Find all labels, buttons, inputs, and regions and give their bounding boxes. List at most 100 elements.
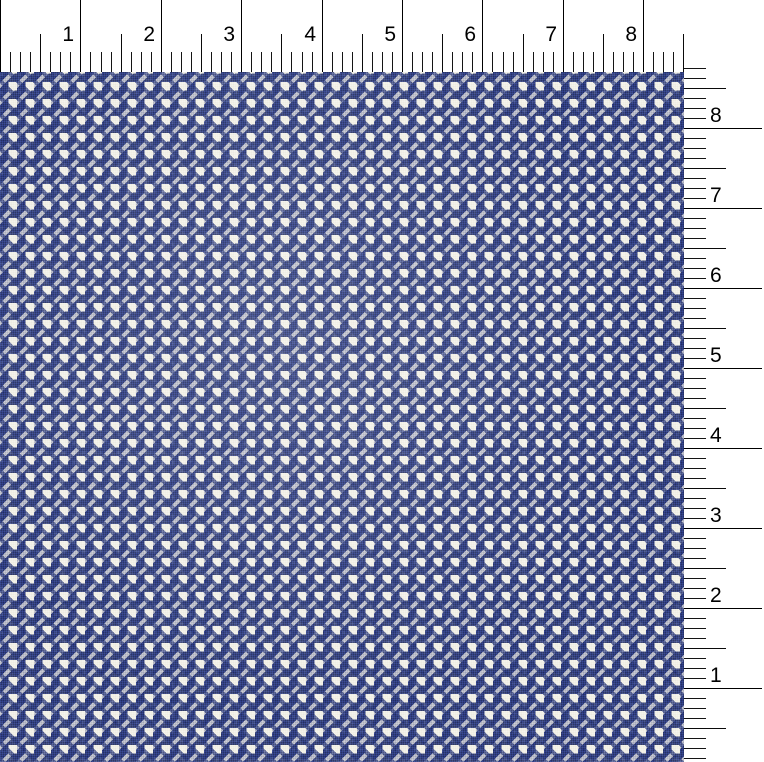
ruler-right-minor-tick	[684, 358, 706, 359]
ruler-top-minor-tick	[181, 52, 182, 72]
ruler-top-half-tick	[40, 34, 41, 72]
ruler-top-minor-tick	[191, 52, 192, 72]
ruler-top-minor-tick	[573, 52, 574, 72]
ruler-top-minor-tick	[392, 52, 393, 72]
ruler-right-minor-tick	[684, 498, 706, 499]
houndstooth-tooth-layer	[0, 72, 684, 762]
ruler-top-major-tick	[241, 0, 242, 72]
ruler-top-label-8: 8	[625, 23, 637, 46]
ruler-right-minor-tick	[684, 458, 706, 459]
ruler-right[interactable]: 1 2 3 4 5 6 7 8	[684, 0, 764, 762]
ruler-right-major-tick	[684, 608, 762, 609]
ruler-right-minor-tick	[684, 348, 706, 349]
ruler-right-minor-tick	[684, 398, 706, 399]
ruler-right-minor-tick	[684, 148, 706, 149]
ruler-top-major-tick	[80, 0, 81, 72]
ruler-top-minor-tick	[30, 52, 31, 72]
ruler-right-minor-tick	[684, 758, 706, 759]
ruler-top-minor-tick	[653, 52, 654, 72]
ruler-right-minor-tick	[684, 578, 706, 579]
ruler-top-major-tick	[482, 0, 483, 72]
ruler-right-minor-tick	[684, 418, 706, 419]
ruler-top-minor-tick	[533, 52, 534, 72]
ruler-right-minor-tick	[684, 538, 706, 539]
ruler-right-minor-tick	[684, 678, 706, 679]
ruler-top-major-tick	[161, 0, 162, 72]
ruler-top-minor-tick	[211, 52, 212, 72]
ruler-right-minor-tick	[684, 78, 706, 79]
ruler-right-minor-tick	[684, 618, 706, 619]
ruler-right-major-tick	[684, 688, 762, 689]
ruler-top-minor-tick	[251, 52, 252, 72]
ruler-right-minor-tick	[684, 178, 706, 179]
ruler-top-minor-tick	[623, 52, 624, 72]
ruler-right-minor-tick	[684, 218, 706, 219]
ruler-top-minor-tick	[663, 52, 664, 72]
ruler-top-minor-tick	[412, 52, 413, 72]
ruler-top-minor-tick	[462, 52, 463, 72]
ruler-top[interactable]: 1 2 3 4 5 6 7 8	[0, 0, 764, 72]
ruler-top-minor-tick	[20, 52, 21, 72]
ruler-top-label-6: 6	[464, 23, 476, 46]
ruler-right-minor-tick	[684, 468, 706, 469]
ruler-right-label-8: 8	[710, 104, 722, 127]
ruler-top-minor-tick	[271, 52, 272, 72]
ruler-top-minor-tick	[231, 52, 232, 72]
ruler-top-minor-tick	[70, 52, 71, 72]
ruler-right-label-6: 6	[710, 264, 722, 287]
ruler-top-major-tick	[643, 0, 644, 72]
ruler-right-minor-tick	[684, 378, 706, 379]
ruler-right-label-3: 3	[710, 504, 722, 527]
ruler-right-minor-tick	[684, 298, 706, 299]
ruler-top-minor-tick	[472, 52, 473, 72]
ruler-top-half-tick	[603, 34, 604, 72]
ruler-right-minor-tick	[684, 638, 706, 639]
ruler-top-half-tick	[201, 34, 202, 72]
thread-weave-texture	[0, 72, 684, 762]
ruler-top-minor-tick	[673, 52, 674, 72]
ruler-top-minor-tick	[422, 52, 423, 72]
ruler-right-minor-tick	[684, 508, 706, 509]
ruler-right-label-2: 2	[710, 584, 722, 607]
ruler-top-label-3: 3	[223, 23, 235, 46]
ruler-right-minor-tick	[684, 278, 706, 279]
ruler-top-half-tick	[362, 34, 363, 72]
ruler-right-minor-tick	[684, 668, 706, 669]
ruler-right-major-tick	[684, 208, 762, 209]
fabric-swatch[interactable]	[0, 72, 684, 762]
ruler-right-minor-tick	[684, 158, 706, 159]
ruler-right-minor-tick	[684, 518, 706, 519]
ruler-top-label-2: 2	[143, 23, 155, 46]
ruler-right-minor-tick	[684, 98, 706, 99]
ruler-top-half-tick	[683, 34, 684, 72]
ruler-right-minor-tick	[684, 68, 706, 69]
ruler-top-half-tick	[523, 34, 524, 72]
ruler-top-minor-tick	[513, 52, 514, 72]
ruler-top-minor-tick	[492, 52, 493, 72]
ruler-top-half-tick	[121, 34, 122, 72]
ruler-top-minor-tick	[503, 52, 504, 72]
ruler-top-minor-tick	[101, 52, 102, 72]
ruler-right-minor-tick	[684, 438, 706, 439]
ruler-right-minor-tick	[684, 718, 706, 719]
ruler-top-major-tick	[322, 0, 323, 72]
ruler-right-minor-tick	[684, 558, 706, 559]
ruler-top-half-tick	[281, 34, 282, 72]
ruler-right-minor-tick	[684, 338, 706, 339]
ruler-right-minor-tick	[684, 548, 706, 549]
ruler-right-minor-tick	[684, 478, 706, 479]
ruler-right-major-tick	[684, 528, 762, 529]
ruler-right-minor-tick	[684, 308, 706, 309]
ruler-top-minor-tick	[291, 52, 292, 72]
ruler-right-half-tick	[684, 328, 726, 329]
ruler-right-minor-tick	[684, 268, 706, 269]
ruler-right-half-tick	[684, 488, 726, 489]
ruler-top-minor-tick	[10, 52, 11, 72]
ruler-top-half-tick	[442, 34, 443, 72]
ruler-right-minor-tick	[684, 118, 706, 119]
ruler-top-minor-tick	[261, 52, 262, 72]
ruler-top-minor-tick	[593, 52, 594, 72]
ruler-right-minor-tick	[684, 108, 706, 109]
ruler-top-minor-tick	[171, 52, 172, 72]
